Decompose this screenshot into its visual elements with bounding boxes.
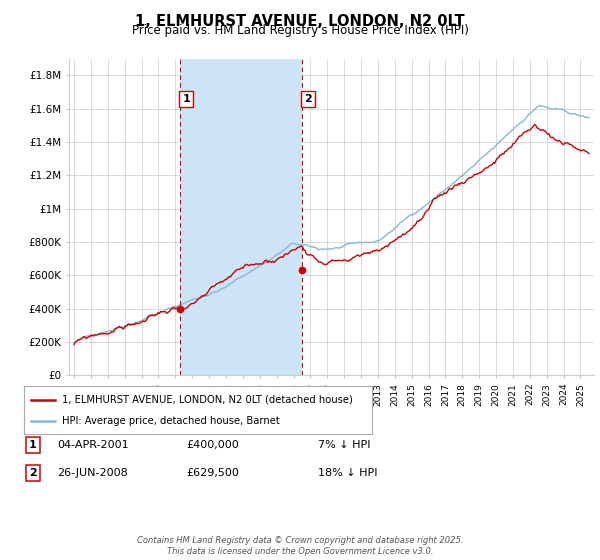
Text: HPI: Average price, detached house, Barnet: HPI: Average price, detached house, Barn… [62, 416, 280, 426]
Text: 1, ELMHURST AVENUE, LONDON, N2 0LT: 1, ELMHURST AVENUE, LONDON, N2 0LT [135, 14, 465, 29]
Text: 18% ↓ HPI: 18% ↓ HPI [318, 468, 377, 478]
Text: £629,500: £629,500 [186, 468, 239, 478]
Text: Price paid vs. HM Land Registry's House Price Index (HPI): Price paid vs. HM Land Registry's House … [131, 24, 469, 36]
Text: 2: 2 [29, 468, 37, 478]
Text: 1, ELMHURST AVENUE, LONDON, N2 0LT (detached house): 1, ELMHURST AVENUE, LONDON, N2 0LT (deta… [62, 395, 353, 405]
Text: 7% ↓ HPI: 7% ↓ HPI [318, 440, 371, 450]
Text: 04-APR-2001: 04-APR-2001 [57, 440, 128, 450]
Text: 26-JUN-2008: 26-JUN-2008 [57, 468, 128, 478]
Text: 2: 2 [304, 94, 312, 104]
Bar [180, 59, 302, 375]
Text: Contains HM Land Registry data © Crown copyright and database right 2025.
This d: Contains HM Land Registry data © Crown c… [137, 536, 463, 556]
Text: 1: 1 [29, 440, 37, 450]
Text: £400,000: £400,000 [186, 440, 239, 450]
Text: 1: 1 [182, 94, 190, 104]
